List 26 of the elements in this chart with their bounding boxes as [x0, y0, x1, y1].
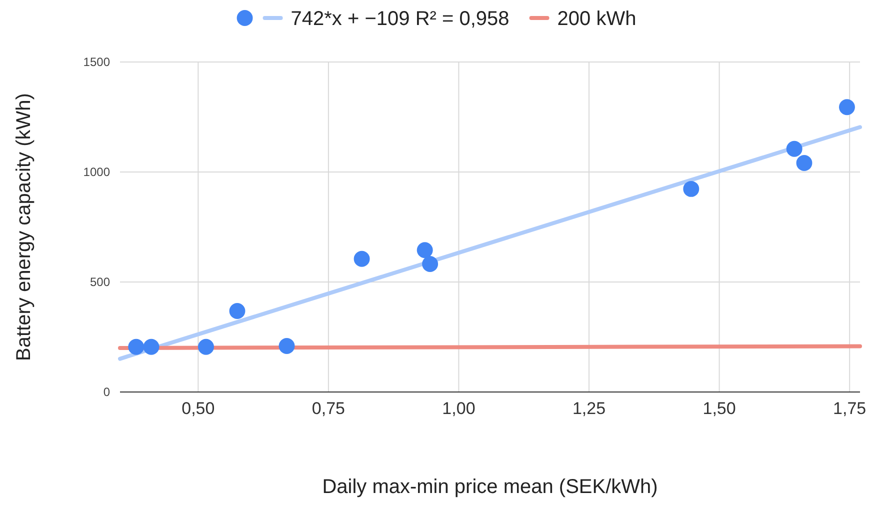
y-tick-label: 1000: [83, 164, 110, 179]
point: [128, 338, 144, 355]
x-tick-label: 1,00: [442, 399, 476, 418]
point: [229, 303, 246, 320]
legend-label: 742*x + −109 R² = 0,958: [290, 8, 510, 30]
point: [422, 256, 438, 272]
y-axis-title: Battery energy capacity (kWh): [13, 93, 35, 361]
point: [143, 338, 160, 355]
legend-label: 200 kWh: [557, 8, 636, 30]
x-tick-label: 1,50: [702, 399, 736, 418]
x-tick-label: 1,25: [572, 399, 606, 418]
x-tick-label: 0,50: [182, 399, 215, 418]
x-tick-label: 0,75: [312, 399, 345, 418]
point: [796, 155, 812, 171]
point: [416, 242, 433, 258]
point: [838, 99, 855, 116]
point: [198, 338, 214, 355]
point: [683, 180, 700, 197]
y-tick-label: 500: [90, 274, 110, 289]
point: [278, 338, 295, 354]
y-tick-label: 0: [103, 384, 110, 399]
x-axis-title: Daily max-min price mean (SEK/kWh): [322, 476, 658, 498]
point: [354, 250, 370, 267]
point: [786, 140, 802, 157]
x-tick-label: 1,75: [833, 399, 866, 418]
y-tick-label: 1500: [83, 54, 110, 69]
